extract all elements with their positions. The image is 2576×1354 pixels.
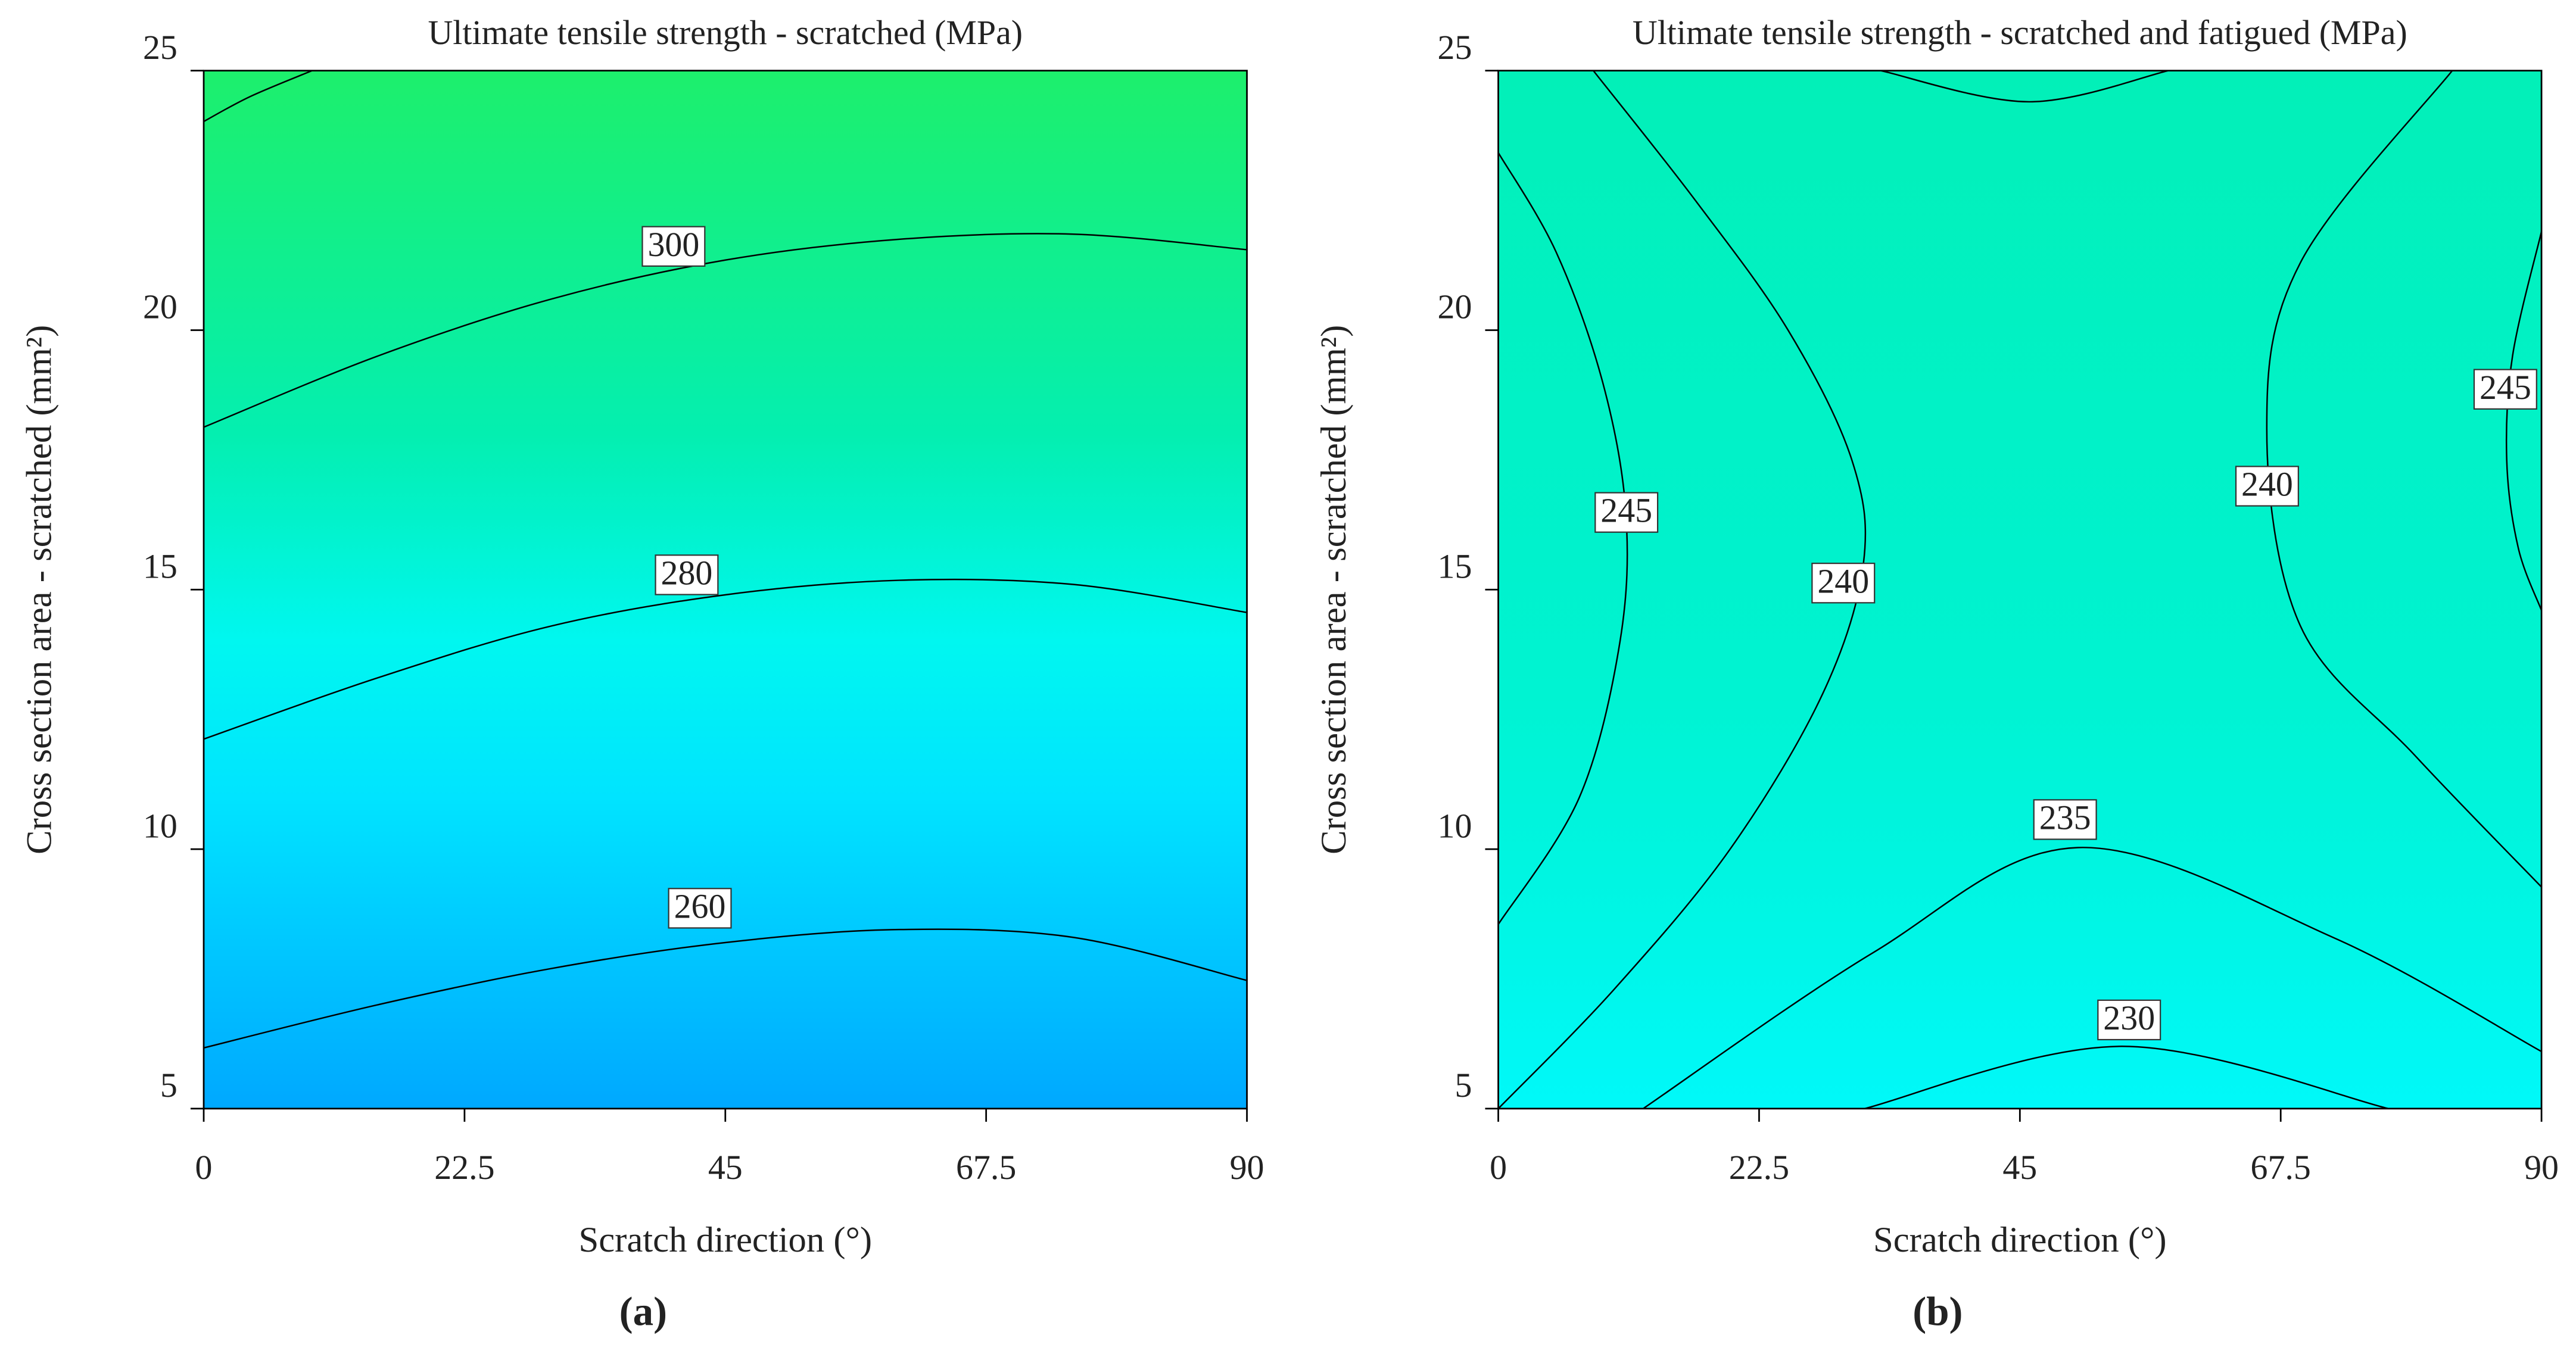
contour-label-box [1594,492,1659,533]
y-tick-label: 20 [1438,288,1472,326]
contour-label-box [668,888,732,929]
contour-line [204,928,1247,1049]
y-tick-label: 25 [1438,28,1472,67]
contour-label: 300 [647,225,699,264]
contour-label-box [1811,563,1876,604]
panel-label: (a) [619,1289,667,1334]
contour-label-box [655,554,719,595]
contour-label: 245 [2480,368,2531,407]
x-tick-label: 45 [708,1148,743,1187]
contour-line [2505,231,2542,611]
panel-label: (b) [1912,1289,1963,1334]
contour-label-box [641,226,706,267]
contour-label: 245 [1600,491,1652,530]
y-tick-label: 15 [1438,547,1472,585]
contour-label: 230 [2103,999,2155,1037]
contour-label: 235 [2039,798,2091,837]
x-tick-label: 90 [1230,1148,1264,1187]
plot-background [1498,70,2542,1109]
y-tick-label: 5 [1454,1066,1472,1105]
chart-title: Ultimate tensile strength - scratched (M… [428,13,1023,52]
contour-label: 260 [674,887,726,925]
contour-line [2266,70,2542,888]
x-tick-label: 45 [2002,1148,2037,1187]
y-tick-label: 5 [160,1066,177,1105]
x-tick-label: 22.5 [1729,1148,1789,1187]
y-axis-label: Cross section area - scratched (mm²) [20,325,60,854]
contour-label-box [2033,799,2097,840]
contour-line [1880,70,2169,103]
contour-label: 240 [2241,465,2293,504]
x-tick-label: 22.5 [434,1148,494,1187]
x-axis-label: Scratch direction (°) [578,1220,872,1260]
chart-title: Ultimate tensile strength - scratched an… [1633,13,2407,52]
contour-line [204,578,1247,740]
x-tick-label: 90 [2524,1148,2559,1187]
x-tick-label: 67.5 [956,1148,1016,1187]
contour-line [1864,1046,2389,1109]
y-tick-label: 20 [143,288,177,326]
plot-background [204,70,1247,1109]
x-tick-label: 67.5 [2251,1148,2311,1187]
contour-line [1643,847,2542,1109]
contour-line [204,70,313,123]
contour-line [204,233,1247,428]
contour-label: 280 [661,553,713,592]
y-tick-label: 10 [1438,806,1472,845]
y-axis-label: Cross section area - scratched (mm²) [1314,325,1354,854]
y-tick-label: 25 [143,28,177,67]
contour-label: 240 [1817,561,1869,600]
x-tick-label: 0 [1490,1148,1507,1187]
contour-label-box [2097,999,2161,1041]
y-tick-label: 15 [143,547,177,585]
x-tick-label: 0 [195,1148,213,1187]
contour-label-box [2473,369,2537,410]
y-tick-label: 10 [143,806,177,845]
contour-label-box [2235,466,2299,507]
x-axis-label: Scratch direction (°) [1873,1220,2167,1260]
